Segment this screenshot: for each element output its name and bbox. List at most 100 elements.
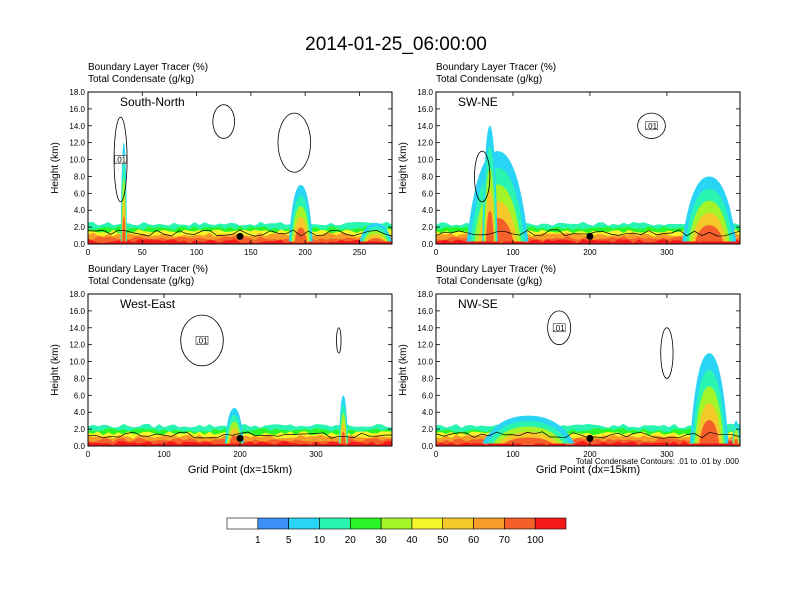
field-label-condensate: Total Condensate (g/kg) xyxy=(436,276,542,287)
panel-label: NW-SE xyxy=(458,297,498,311)
x-tick-label: 100 xyxy=(190,248,204,257)
colorbar-label: 60 xyxy=(468,535,480,546)
y-tick-label: 8.0 xyxy=(422,172,434,181)
x-tick-label: 0 xyxy=(86,248,91,257)
x-axis-label: Grid Point (dx=15km) xyxy=(536,464,640,476)
x-axis-label: Grid Point (dx=15km) xyxy=(188,464,292,476)
tracer-band-5 xyxy=(436,239,740,244)
y-tick-label: 16.0 xyxy=(417,307,433,316)
y-tick-label: 14.0 xyxy=(417,122,433,131)
colorbar-box-2 xyxy=(288,517,320,530)
colorbar-label: 10 xyxy=(314,535,326,546)
y-tick-label: 16.0 xyxy=(417,105,433,114)
colorbar-label: 100 xyxy=(527,535,544,546)
tracer-band-5 xyxy=(88,239,392,244)
tracer-feature-1-4 xyxy=(294,227,308,242)
x-tick-label: 200 xyxy=(233,450,247,459)
y-tick-label: 18.0 xyxy=(417,290,433,299)
y-tick-label: 10.0 xyxy=(417,156,433,165)
plot-frame xyxy=(435,91,741,245)
condensate-contour-1 xyxy=(277,112,311,173)
condensate-contour-0 xyxy=(180,314,224,367)
y-tick-label: 12.0 xyxy=(69,139,85,148)
panel-sw-ne: Boundary Layer Tracer (%)Total Condensat… xyxy=(398,62,741,257)
tracer-feature-2-4 xyxy=(734,438,739,444)
colorbar-box-3 xyxy=(319,517,351,530)
colorbar-box-4 xyxy=(349,517,382,530)
tracer-feature-0-4 xyxy=(122,215,126,242)
y-axis-label: Height (km) xyxy=(398,344,409,396)
y-tick-label: 16.0 xyxy=(69,307,85,316)
x-tick-label: 0 xyxy=(434,248,439,257)
condensate-contour-1 xyxy=(660,327,674,379)
y-tick-label: 14.0 xyxy=(69,122,85,131)
field-label-condensate: Total Condensate (g/kg) xyxy=(88,276,194,287)
tracer-feature-2-4 xyxy=(367,238,385,242)
x-tick-label: 300 xyxy=(309,450,323,459)
y-tick-label: 10.0 xyxy=(69,358,85,367)
y-axis-label: Height (km) xyxy=(50,344,61,396)
y-tick-label: 12.0 xyxy=(417,341,433,350)
y-tick-label: 18.0 xyxy=(69,290,85,299)
y-tick-label: 12.0 xyxy=(417,139,433,148)
field-label-tracer: Boundary Layer Tracer (%) xyxy=(436,264,556,275)
tracer-band-5 xyxy=(436,440,740,446)
y-tick-label: 6.0 xyxy=(74,189,86,198)
x-tick-label: 0 xyxy=(434,450,439,459)
location-marker xyxy=(236,232,244,240)
y-tick-label: 18.0 xyxy=(69,88,85,97)
colorbar-box-8 xyxy=(473,517,505,530)
colorbar-box-5 xyxy=(380,517,413,530)
colorbar-box-9 xyxy=(504,517,536,530)
panel-label: South-North xyxy=(120,95,185,109)
x-tick-label: 250 xyxy=(353,248,367,257)
colorbar-label: 5 xyxy=(286,535,292,546)
condensate-contour-1 xyxy=(336,327,342,354)
x-tick-label: 150 xyxy=(244,248,258,257)
x-tick-label: 300 xyxy=(660,450,674,459)
y-axis-label: Height (km) xyxy=(398,142,409,194)
contour-label-box xyxy=(114,155,127,164)
y-tick-label: 4.0 xyxy=(74,408,86,417)
field-label-tracer: Boundary Layer Tracer (%) xyxy=(88,62,208,73)
figure-title: 2014-01-25_06:00:00 xyxy=(305,34,487,55)
y-tick-label: 2.0 xyxy=(422,223,434,232)
field-label-condensate: Total Condensate (g/kg) xyxy=(88,74,194,85)
y-tick-label: 0.0 xyxy=(74,240,86,249)
x-tick-label: 300 xyxy=(660,248,674,257)
y-tick-label: 10.0 xyxy=(69,156,85,165)
y-tick-label: 2.0 xyxy=(74,223,86,232)
x-tick-label: 100 xyxy=(157,450,171,459)
condensate-contour-surface xyxy=(436,229,740,237)
field-label-tracer: Boundary Layer Tracer (%) xyxy=(436,62,556,73)
y-tick-label: 14.0 xyxy=(69,324,85,333)
x-tick-label: 200 xyxy=(298,248,312,257)
colorbar-label: 1 xyxy=(255,535,261,546)
y-tick-label: 8.0 xyxy=(74,374,86,383)
y-tick-label: 0.0 xyxy=(422,240,434,249)
colorbar-label: 20 xyxy=(345,535,357,546)
y-tick-label: 4.0 xyxy=(74,206,86,215)
y-tick-label: 4.0 xyxy=(422,206,434,215)
x-tick-label: 0 xyxy=(86,450,91,459)
y-tick-label: 0.0 xyxy=(422,442,434,451)
condensate-contour-0 xyxy=(637,112,666,139)
panel-south-north: Boundary Layer Tracer (%)Total Condensat… xyxy=(50,62,393,257)
y-tick-label: 4.0 xyxy=(422,408,434,417)
y-tick-label: 8.0 xyxy=(422,374,434,383)
colorbar-box-6 xyxy=(411,517,444,530)
location-marker xyxy=(586,232,594,240)
y-tick-label: 6.0 xyxy=(74,391,86,400)
y-tick-label: 10.0 xyxy=(417,358,433,367)
colorbar: 1 5 10 20 30 40 50 60 70 100 xyxy=(226,517,567,546)
tracer-feature-2-4 xyxy=(485,210,494,242)
condensate-contour-2 xyxy=(212,104,235,139)
condensate-contour-1 xyxy=(474,150,491,203)
location-marker xyxy=(236,434,244,442)
y-tick-label: 6.0 xyxy=(422,189,434,198)
y-tick-label: 8.0 xyxy=(74,172,86,181)
plot-frame xyxy=(435,293,741,447)
field-label-condensate: Total Condensate (g/kg) xyxy=(436,74,542,85)
panel-label: SW-NE xyxy=(458,95,498,109)
tracer-feature-0-4 xyxy=(504,437,553,444)
